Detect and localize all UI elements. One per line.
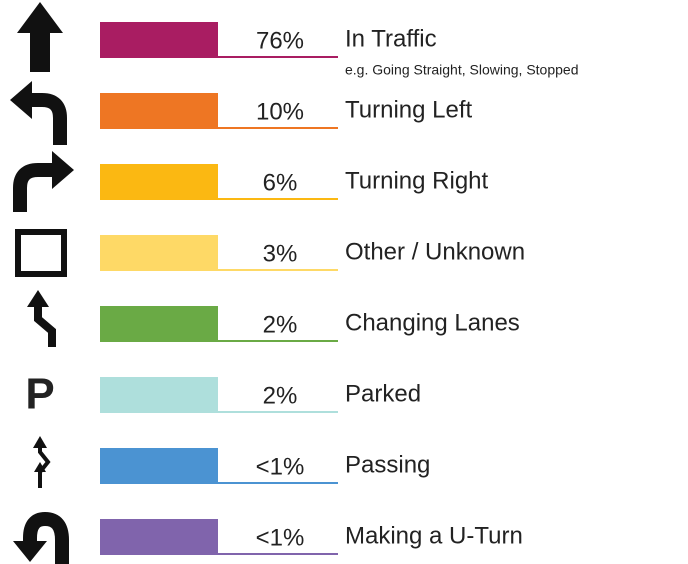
icon-unknown [15,229,67,277]
icon-left [30,93,67,145]
color-block [100,306,218,342]
color-block [100,377,218,413]
icon-right [13,163,52,212]
label: Turning Left [345,96,473,123]
icon-passing-head2 [34,462,46,472]
label: Turning Right [345,167,489,194]
percent: 76% [256,27,304,54]
icon-uturn [23,511,69,564]
label: Changing Lanes [345,309,520,336]
percent: 10% [256,98,304,125]
percent: 3% [263,240,298,267]
icon-straight [17,2,63,72]
icon-passing-head [33,436,47,448]
color-block [100,93,218,129]
icon-lane-head [27,290,49,307]
icon-lane [34,305,56,347]
color-block [100,448,218,484]
color-block [100,22,218,58]
color-block [100,235,218,271]
label: Other / Unknown [345,238,525,265]
icon-right-head [52,151,74,189]
label: Making a U-Turn [345,522,523,549]
percent: <1% [256,524,305,551]
percent: 2% [263,311,298,338]
icons [10,2,74,564]
icon-passing [38,446,51,488]
label: Parked [345,380,421,407]
icon-letter: P [25,370,54,419]
percent: <1% [256,453,305,480]
sublabel: e.g. Going Straight, Slowing, Stopped [345,62,578,78]
icon-uturn-head [13,541,47,562]
icon-left-head [10,81,32,119]
percent: 6% [263,169,298,196]
label: Passing [345,451,430,478]
percent: 2% [263,382,298,409]
color-block [100,519,218,555]
label: In Traffic [345,25,437,52]
color-block [100,164,218,200]
